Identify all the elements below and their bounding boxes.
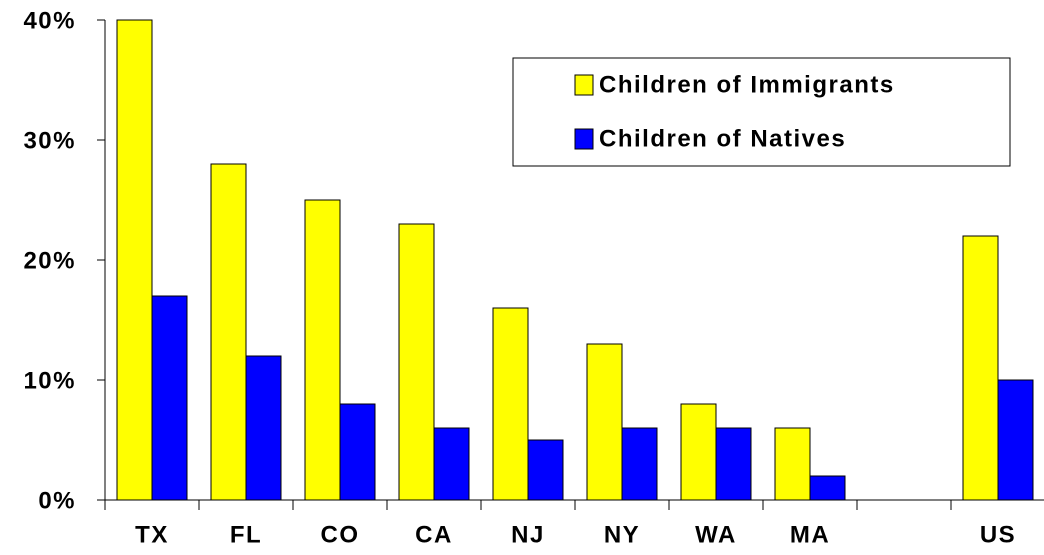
bar [304, 199, 341, 501]
bar [809, 475, 846, 501]
bar [774, 427, 811, 501]
bar [339, 403, 376, 501]
legend-box [512, 57, 1011, 167]
bar [586, 343, 623, 501]
bar [151, 295, 188, 501]
x-tick-label: US [980, 521, 1016, 548]
bar [245, 355, 282, 501]
bar [492, 307, 529, 501]
x-tick-label: WA [695, 521, 737, 548]
legend-swatch [574, 74, 594, 96]
bar [398, 223, 435, 501]
y-tick-label: 30% [23, 127, 76, 154]
x-tick-label: NJ [511, 521, 545, 548]
x-tick-label: TX [135, 521, 169, 548]
x-tick-label: NY [604, 521, 640, 548]
bar [527, 439, 564, 501]
bar [962, 235, 999, 501]
bar [621, 427, 658, 501]
legend-label: Children of Natives [599, 125, 846, 152]
legend-label: Children of Immigrants [599, 71, 895, 98]
bar [116, 19, 153, 501]
y-tick-label: 40% [23, 7, 76, 34]
bar [997, 379, 1034, 501]
bar [433, 427, 470, 501]
x-tick-label: MA [790, 521, 830, 548]
bar [715, 427, 752, 501]
y-tick-label: 0% [38, 487, 76, 514]
bar [210, 163, 247, 501]
x-tick-label: FL [230, 521, 262, 548]
y-tick-label: 10% [23, 367, 76, 394]
bar [680, 403, 717, 501]
legend-swatch [574, 128, 594, 150]
x-tick-label: CO [321, 521, 360, 548]
x-tick-label: CA [415, 521, 453, 548]
y-tick-label: 20% [23, 247, 76, 274]
